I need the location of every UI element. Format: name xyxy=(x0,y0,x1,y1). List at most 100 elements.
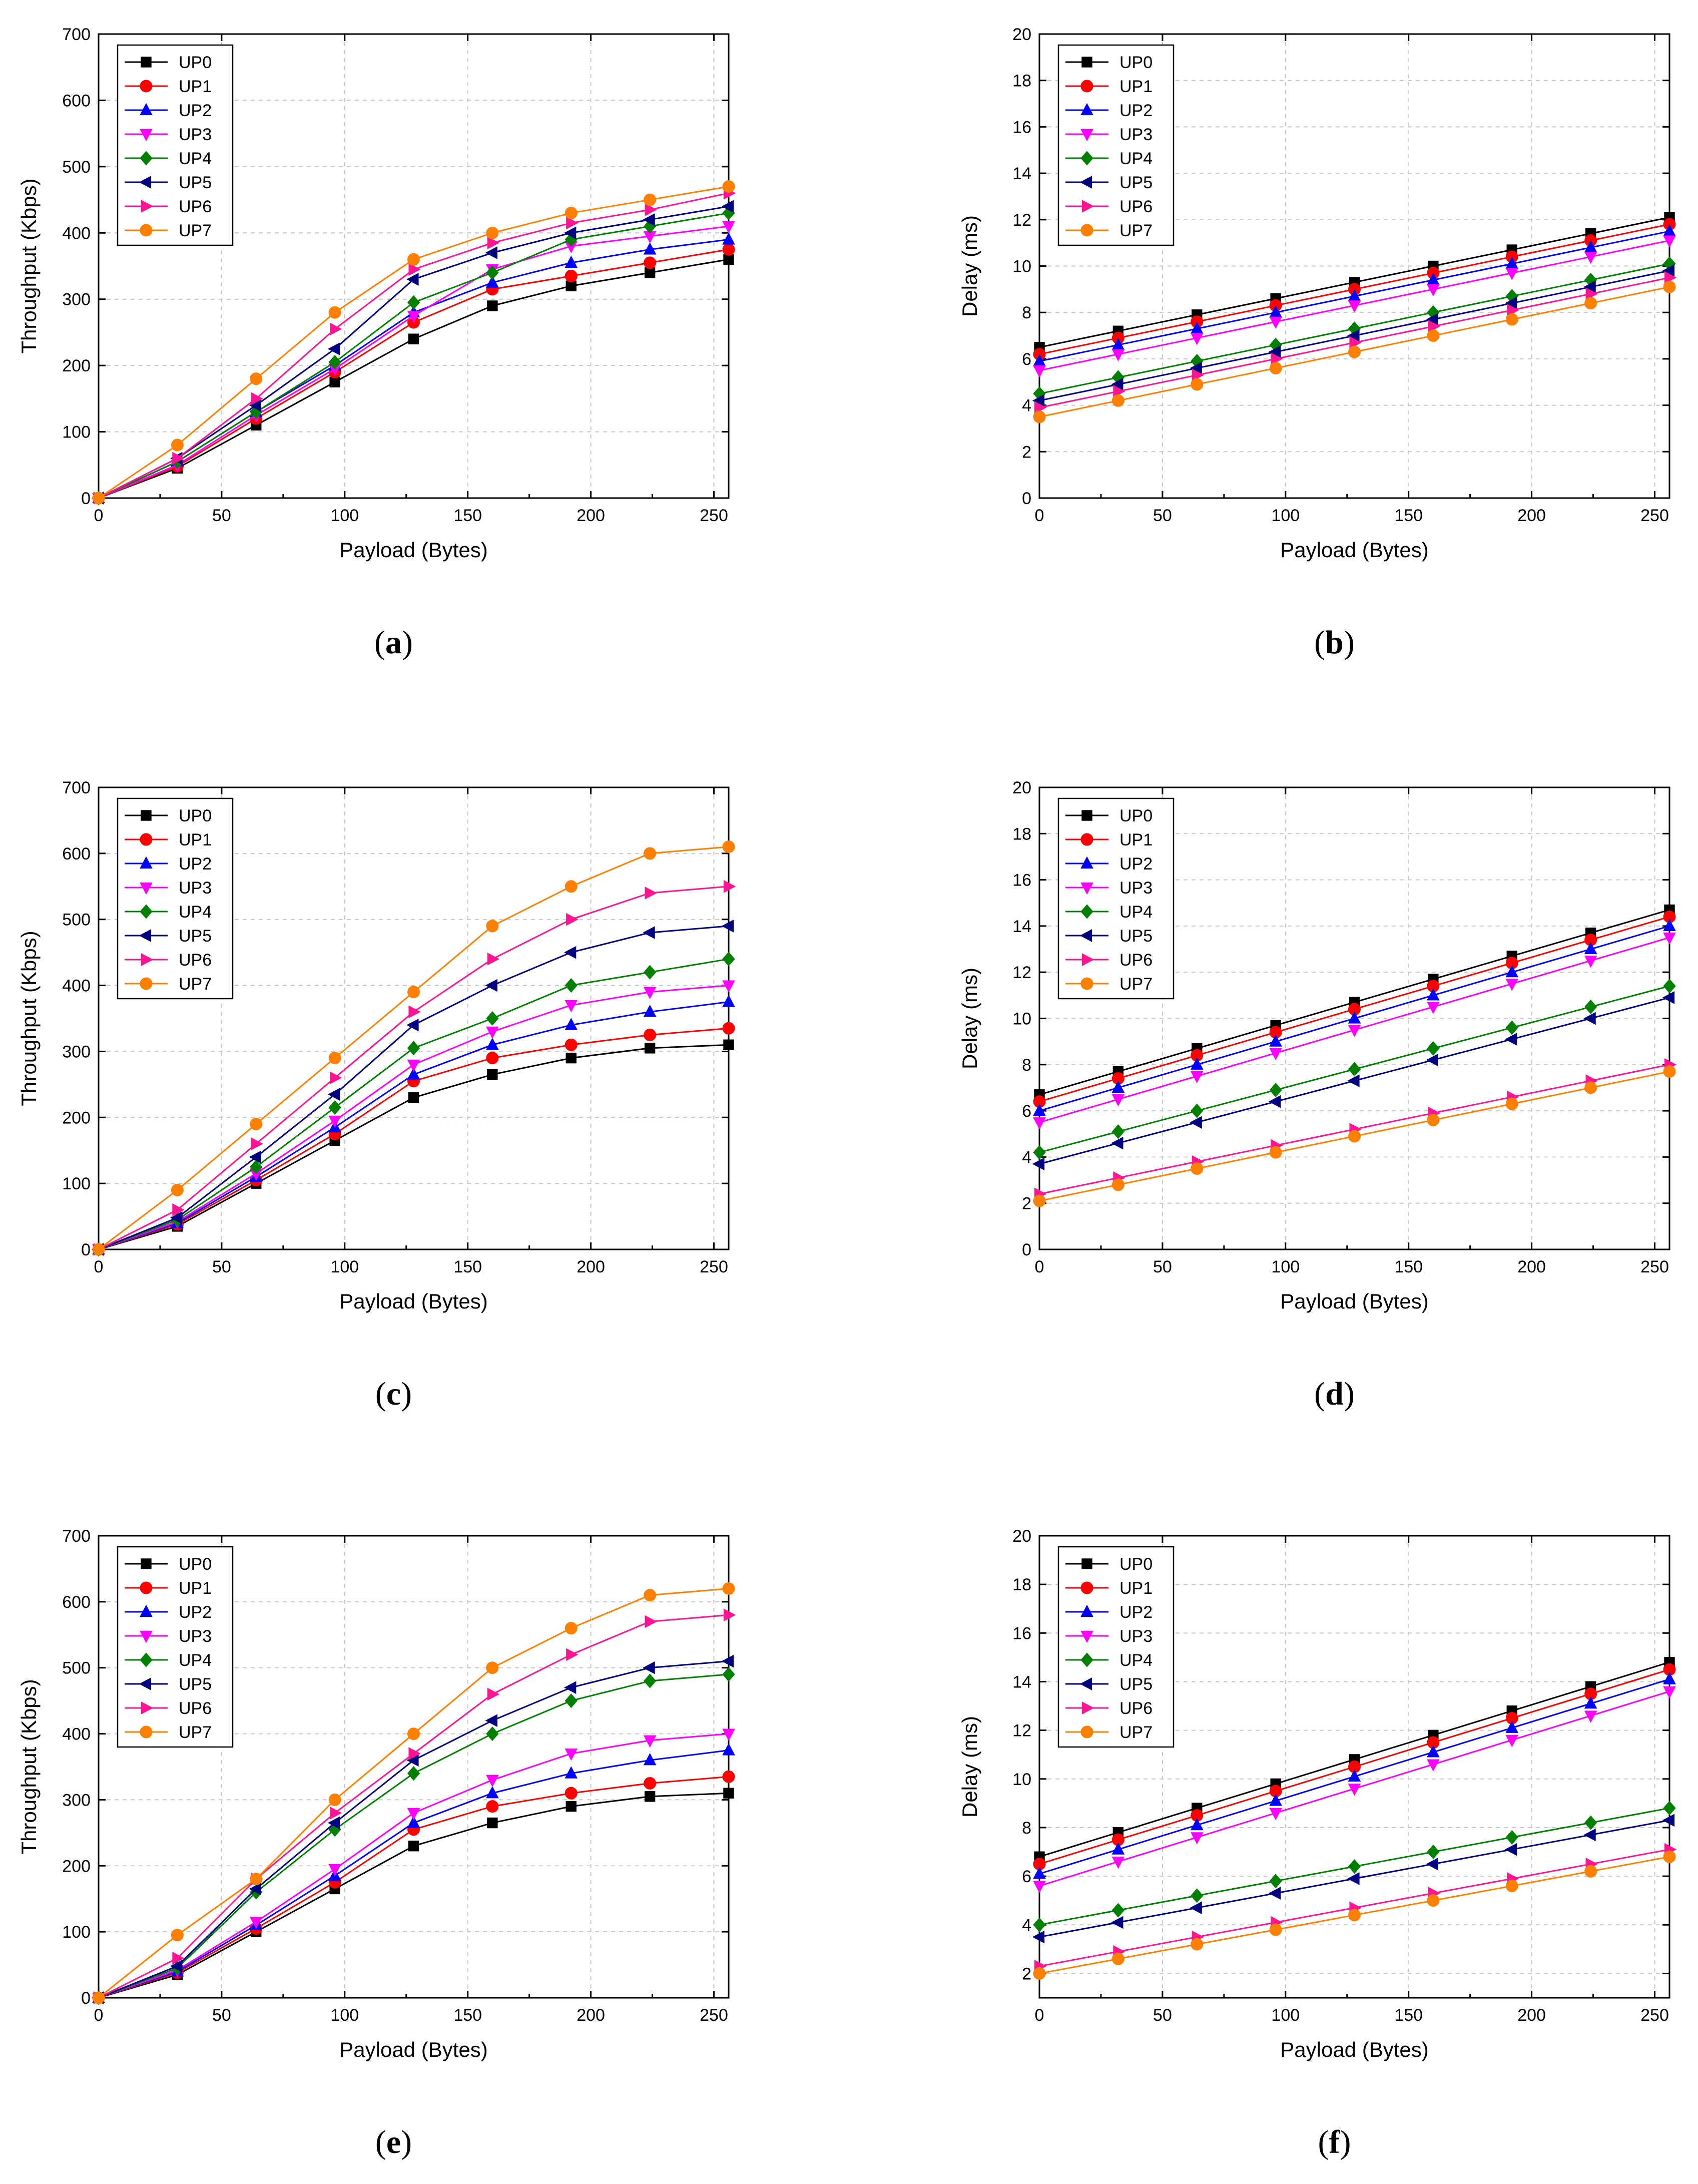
legend-label-up1: UP1 xyxy=(1119,830,1153,849)
legend-label-up0: UP0 xyxy=(1119,1555,1153,1574)
chart-panel: 0 50 100 150 200 250 0 100 200 300 400 500 600 700 Pay… xyxy=(17,25,736,661)
legend-label-up1: UP1 xyxy=(179,77,212,96)
legend-marker-up7 xyxy=(140,224,153,237)
x-tick-label: 0 xyxy=(1035,506,1044,525)
data-point-up5 xyxy=(170,1211,183,1224)
data-point-up3 xyxy=(1663,235,1676,248)
panel-label-part: e xyxy=(386,2124,401,2160)
data-point-up5 xyxy=(1662,991,1675,1004)
data-point-up1 xyxy=(722,243,735,256)
data-point-up7 xyxy=(1111,394,1124,407)
data-point-up6 xyxy=(1192,368,1205,382)
x-tick-label: 0 xyxy=(94,1257,104,1276)
data-point-up1 xyxy=(486,1052,499,1065)
y-tick-label: 8 xyxy=(1022,303,1031,322)
data-point-up4 xyxy=(1111,1124,1125,1139)
legend-marker-up0 xyxy=(1081,810,1092,821)
panel-label: (c) xyxy=(375,1376,412,1412)
legend-label-up5: UP5 xyxy=(179,927,212,946)
legend-label-up5: UP5 xyxy=(1119,1675,1153,1694)
data-point-up4 xyxy=(486,265,499,280)
panel-label-part: ( xyxy=(374,624,385,661)
data-point-up1 xyxy=(486,1800,499,1813)
legend-marker-up1 xyxy=(1080,833,1093,846)
data-point-up4 xyxy=(1663,979,1676,994)
data-point-up7 xyxy=(1348,1130,1361,1143)
legend-label-up5: UP5 xyxy=(179,1675,212,1694)
legend-label-up6: UP6 xyxy=(1119,951,1153,970)
data-point-up5 xyxy=(563,1681,577,1694)
data-point-up2 xyxy=(722,232,735,245)
y-tick-label: 400 xyxy=(62,1725,91,1744)
legend-marker-up4 xyxy=(1080,1652,1093,1667)
data-point-up5 xyxy=(1426,1053,1438,1067)
y-tick-label: 0 xyxy=(81,1240,91,1259)
data-point-up5 xyxy=(1583,1012,1596,1025)
data-point-up1 xyxy=(564,269,578,282)
x-tick-label: 150 xyxy=(453,506,482,525)
legend-label-up2: UP2 xyxy=(179,854,212,873)
legend-marker-up2 xyxy=(1080,856,1093,869)
data-point-up2 xyxy=(722,1743,735,1756)
x-tick-label: 150 xyxy=(1394,2006,1423,2025)
y-tick-label: 10 xyxy=(1012,257,1031,276)
data-point-up3 xyxy=(643,1735,657,1748)
data-point-up5 xyxy=(327,1088,340,1101)
legend-marker-up7 xyxy=(1080,224,1093,237)
y-tick-label: 20 xyxy=(1012,25,1031,44)
data-point-up4 xyxy=(1427,1041,1440,1056)
panel-label-part: a xyxy=(385,624,402,661)
data-point-up6 xyxy=(645,1615,657,1628)
data-point-up2 xyxy=(1269,1034,1282,1047)
data-point-up6 xyxy=(330,1806,342,1820)
data-point-up4 xyxy=(328,1100,341,1115)
x-tick-label: 50 xyxy=(1153,1257,1172,1276)
data-point-up5 xyxy=(249,1150,261,1164)
data-point-up4 xyxy=(486,1011,499,1026)
data-point-up7 xyxy=(564,1622,578,1635)
chart-panel: 0 50 100 150 200 250 0 2 4 6 8 10 12 14 16 18 20 Payload … xyxy=(958,25,1677,661)
panel-label: (b) xyxy=(1314,624,1355,661)
legend-marker-up1 xyxy=(140,1581,153,1594)
data-point-up2 xyxy=(564,1018,578,1030)
series-line-up0 xyxy=(98,258,729,499)
x-axis-title: Payload (Bytes) xyxy=(339,2038,487,2061)
x-tick-label: 250 xyxy=(1640,506,1669,525)
x-axis-title: Payload (Bytes) xyxy=(1280,2038,1428,2061)
y-tick-label: 20 xyxy=(1012,1527,1031,1546)
data-point-up7 xyxy=(92,1243,105,1256)
legend-marker-up0 xyxy=(141,810,152,821)
data-point-up0 xyxy=(644,267,656,278)
legend-marker-up4 xyxy=(140,904,153,919)
data-point-up4 xyxy=(1269,1083,1282,1098)
y-axis-title: Delay (ms) xyxy=(958,215,981,317)
y-tick-label: 0 xyxy=(1022,1240,1031,1259)
data-point-up3 xyxy=(407,1808,420,1821)
data-point-up7 xyxy=(1348,1909,1361,1922)
y-tick-label: 20 xyxy=(1012,778,1031,797)
data-point-up4 xyxy=(564,1693,578,1708)
data-point-up5 xyxy=(643,213,655,226)
data-point-up3 xyxy=(1505,979,1519,991)
y-tick-label: 2 xyxy=(1022,1964,1031,1983)
legend-box xyxy=(117,1546,234,1748)
chart-panel: 0 50 100 150 200 250 0 2 4 6 8 10 12 14 16 18 20 Payload … xyxy=(958,778,1677,1412)
y-tick-label: 100 xyxy=(62,1923,91,1942)
x-tick-label: 50 xyxy=(212,1257,231,1276)
y-tick-label: 12 xyxy=(1012,963,1031,982)
data-point-up7 xyxy=(644,1589,657,1602)
data-point-up7 xyxy=(250,1873,263,1886)
data-point-up3 xyxy=(1505,268,1519,280)
data-point-up2 xyxy=(486,1786,499,1799)
data-point-up3 xyxy=(1190,1832,1204,1845)
legend-marker-up4 xyxy=(140,1652,153,1667)
data-point-up7 xyxy=(644,193,657,206)
y-tick-label: 700 xyxy=(62,1527,91,1546)
data-point-up3 xyxy=(1269,1048,1282,1060)
data-point-up5 xyxy=(1504,1033,1517,1046)
x-tick-label: 100 xyxy=(1271,1257,1300,1276)
data-point-up3 xyxy=(1111,349,1125,361)
legend-marker-up4 xyxy=(1080,904,1093,919)
legend-marker-up5 xyxy=(139,176,152,189)
data-point-up1 xyxy=(564,1038,578,1051)
